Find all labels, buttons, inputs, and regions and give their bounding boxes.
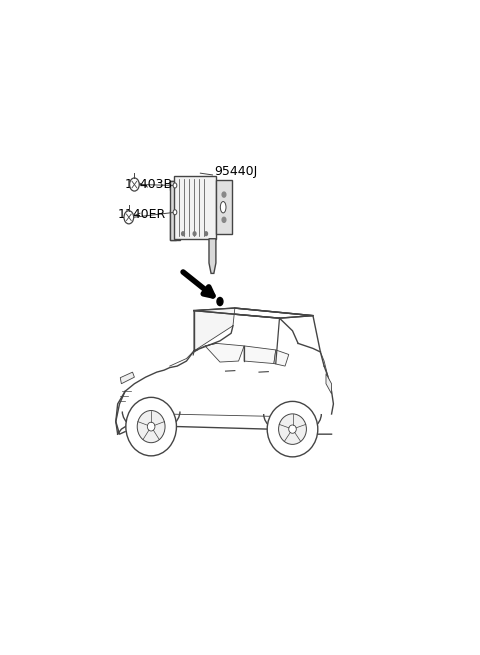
Text: 1140ER: 1140ER [118, 208, 166, 221]
Polygon shape [209, 238, 216, 273]
Circle shape [193, 232, 196, 236]
Text: 95440J: 95440J [215, 166, 258, 178]
Circle shape [173, 183, 177, 188]
Polygon shape [274, 350, 289, 366]
Text: 11403B: 11403B [125, 178, 173, 191]
Ellipse shape [147, 422, 155, 431]
Bar [170, 181, 176, 240]
Ellipse shape [220, 202, 226, 213]
Ellipse shape [288, 425, 296, 434]
Circle shape [130, 178, 139, 191]
Polygon shape [120, 372, 134, 384]
Bar [216, 180, 232, 234]
Circle shape [222, 192, 226, 197]
Ellipse shape [137, 411, 165, 443]
Bar [174, 176, 216, 238]
Polygon shape [205, 343, 244, 362]
Polygon shape [326, 373, 332, 394]
Polygon shape [170, 210, 180, 240]
Polygon shape [244, 346, 276, 364]
Ellipse shape [278, 414, 306, 444]
Circle shape [124, 211, 133, 224]
Circle shape [204, 232, 207, 236]
Circle shape [217, 297, 223, 305]
Ellipse shape [126, 398, 177, 456]
Polygon shape [170, 181, 180, 190]
Polygon shape [194, 308, 313, 318]
Circle shape [173, 210, 177, 215]
Circle shape [181, 232, 184, 236]
Circle shape [222, 217, 226, 222]
Polygon shape [194, 308, 235, 351]
Ellipse shape [267, 402, 318, 457]
